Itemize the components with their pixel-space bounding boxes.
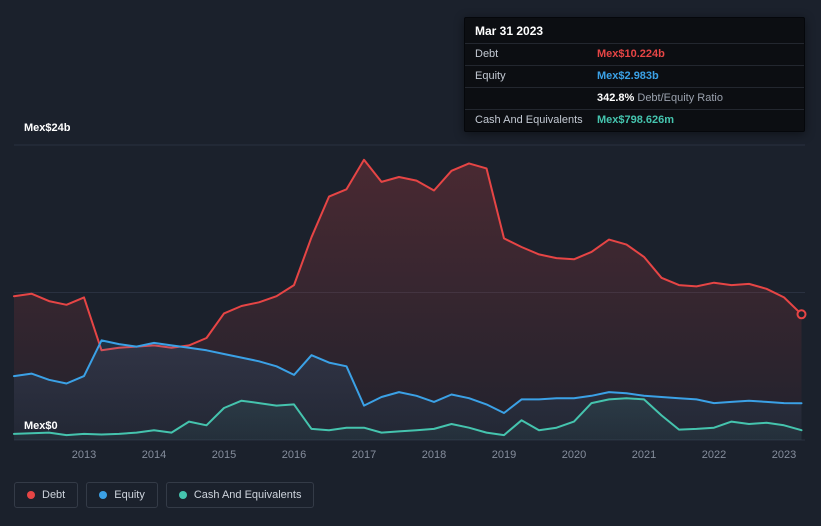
x-tick-label: 2018 (422, 449, 446, 461)
chart-canvas[interactable]: 2013 2014 2015 2016 2017 2018 2019 2020 2021 2022… (13, 144, 807, 475)
debt-dot-icon (27, 491, 35, 499)
legend-item-debt[interactable]: Debt (14, 482, 79, 508)
x-tick-label: 2020 (562, 449, 586, 461)
x-tick-label: 2016 (282, 449, 306, 461)
chart-tooltip: Mar 31 2023 Debt Mex$10.224b Equity Mex$… (464, 17, 805, 132)
legend-cash-label: Cash And Equivalents (193, 489, 302, 501)
tooltip-row-equity: Equity Mex$2.983b (465, 66, 804, 88)
legend-item-cash[interactable]: Cash And Equivalents (165, 482, 315, 508)
x-tick-label: 2015 (212, 449, 236, 461)
x-tick-label: 2017 (352, 449, 376, 461)
cash-and-equivalents-area (14, 398, 802, 440)
legend-equity-label: Equity (114, 489, 145, 501)
cash-dot-icon (178, 491, 187, 499)
tooltip-row-ratio: 342.8% Debt/Equity Ratio (465, 88, 804, 110)
debt-end-marker (796, 309, 807, 320)
y-axis-max-label: Mex$24b (24, 122, 71, 134)
legend-debt-label: Debt (42, 489, 66, 501)
tooltip-date: Mar 31 2023 (465, 18, 804, 44)
cash-and-equivalents-line[interactable] (13, 397, 803, 437)
x-tick-label: 2013 (72, 449, 96, 461)
ratio-label: Debt/Equity Ratio (637, 92, 723, 104)
tooltip-equity-label: Equity (475, 70, 506, 82)
debt-equity-history-chart[interactable]: 2013 2014 2015 2016 2017 2018 2019 2020 2021 2022… (13, 144, 807, 475)
ratio-value: 342.8% (597, 92, 635, 104)
chart-legend: Debt Equity Cash And Equivalents (14, 482, 315, 508)
legend-item-equity[interactable]: Equity (86, 482, 158, 508)
x-tick-label: 2019 (492, 449, 516, 461)
tooltip-debt-label: Debt (475, 48, 499, 60)
equity-line[interactable] (13, 339, 803, 414)
tooltip-equity-value: Mex$2.983b (597, 70, 659, 82)
tooltip-cash-value: Mex$798.626m (597, 114, 675, 126)
x-tick-label: 2021 (632, 449, 656, 461)
tooltip-row-debt: Debt Mex$10.224b (465, 44, 804, 66)
tooltip-cash-label: Cash And Equivalents (475, 114, 583, 126)
y-axis-min-label: Mex$0 (24, 420, 58, 432)
tooltip-row-cash: Cash And Equivalents Mex$798.626m (465, 110, 804, 131)
x-tick-label: 2023 (772, 449, 796, 461)
x-tick-label: 2022 (702, 449, 726, 461)
tooltip-ratio: 342.8% Debt/Equity Ratio (597, 92, 723, 105)
tooltip-debt-value: Mex$10.224b (597, 48, 665, 60)
x-tick-label: 2014 (142, 449, 166, 461)
equity-dot-icon (99, 491, 108, 499)
